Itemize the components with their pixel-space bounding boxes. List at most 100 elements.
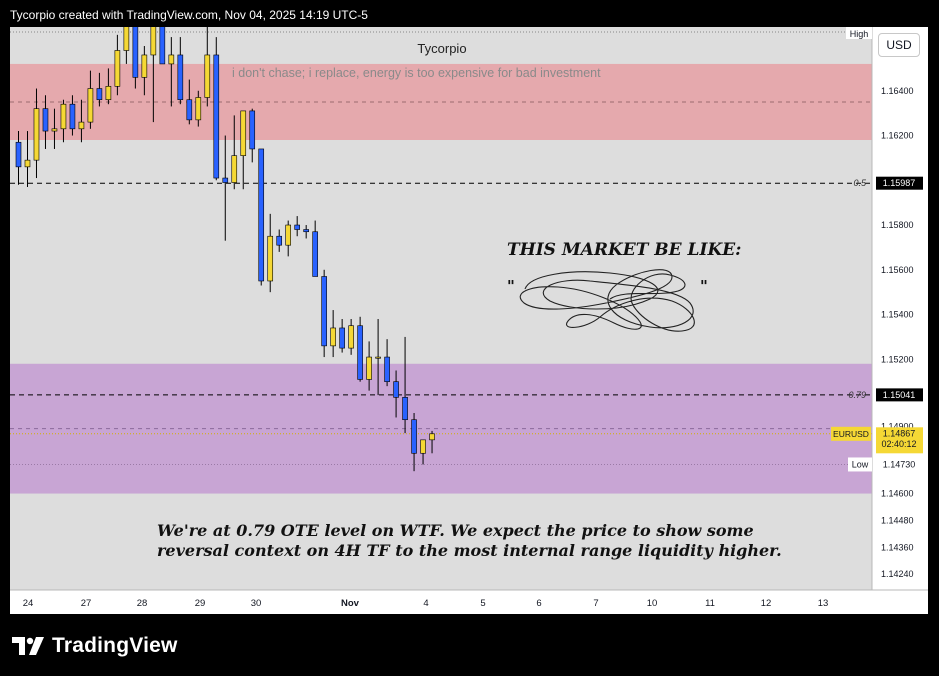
candle[interactable] — [150, 27, 157, 123]
candle[interactable] — [357, 316, 363, 382]
candle[interactable] — [339, 319, 345, 353]
candle[interactable] — [195, 90, 202, 127]
time-tick-label: 7 — [593, 598, 598, 609]
chart-frame[interactable]: 0.5 0.79 Tycorpio i don't chase; i repla… — [10, 27, 928, 614]
candle-body — [375, 356, 381, 359]
candle[interactable] — [303, 225, 309, 239]
price-tick-label: 1.15600 — [881, 265, 914, 275]
candle[interactable] — [330, 310, 336, 358]
candle[interactable] — [249, 108, 256, 163]
currency-button[interactable]: USD — [878, 33, 920, 57]
candle-body — [294, 224, 300, 230]
candle[interactable] — [240, 110, 247, 190]
countdown-label: 02:40:12 — [881, 439, 916, 449]
candle[interactable] — [366, 341, 372, 391]
candle[interactable] — [96, 72, 103, 107]
meme-title: THIS MARKET BE LIKE: — [507, 240, 741, 260]
candle-body — [195, 97, 202, 121]
candle[interactable] — [321, 269, 327, 358]
candle-body — [24, 159, 31, 168]
tradingview-logo[interactable]: TradingView — [12, 634, 178, 658]
price-tick-label: 1.15800 — [881, 220, 914, 230]
author-label: Tycorpio — [417, 41, 466, 56]
candle[interactable] — [420, 439, 426, 465]
time-axis[interactable] — [10, 590, 928, 614]
candle-body — [249, 110, 256, 150]
time-tick-label: 13 — [818, 598, 829, 609]
time-tick-label: 27 — [81, 598, 92, 609]
candle-body — [348, 325, 354, 349]
candle[interactable] — [132, 27, 139, 89]
candle[interactable] — [222, 135, 229, 241]
current-price-badge — [876, 427, 923, 454]
price-axis-ticks: 1.16400 1.16200 1.15800 1.15600 1.15400 1.152… — [881, 86, 914, 579]
price-tick-label: 1.16200 — [881, 131, 914, 141]
candle[interactable] — [105, 68, 112, 105]
candle[interactable] — [78, 99, 85, 143]
price-tick-label: 1.14600 — [881, 489, 914, 499]
candle[interactable] — [402, 336, 408, 434]
candle[interactable] — [312, 220, 318, 277]
candle-body — [321, 276, 327, 347]
candle-body — [303, 229, 309, 233]
candle[interactable] — [51, 108, 58, 149]
candle[interactable] — [276, 229, 283, 252]
candle[interactable] — [393, 370, 399, 418]
candle[interactable] — [69, 95, 76, 136]
price-tick-label: 1.15200 — [881, 354, 914, 364]
candle[interactable] — [375, 319, 381, 396]
fib-0-79-price-badge — [876, 388, 923, 402]
candle[interactable] — [141, 46, 148, 96]
candle[interactable] — [231, 115, 238, 190]
fib-level-0-5-label: 0.5 — [853, 178, 867, 188]
price-tick-label: 1.15400 — [881, 310, 914, 320]
candle[interactable] — [177, 37, 184, 105]
price-tick-label: 1.14240 — [881, 569, 914, 579]
candle[interactable] — [159, 27, 166, 65]
candle[interactable] — [348, 319, 354, 355]
candle[interactable] — [294, 216, 300, 237]
price-tick-label: 1.16400 — [881, 86, 914, 96]
candle-body — [204, 54, 211, 98]
fib-level-0-79-label: 0.79 — [848, 390, 866, 400]
candle[interactable] — [60, 99, 67, 143]
candlestick-series[interactable] — [15, 27, 435, 472]
candle[interactable] — [24, 131, 31, 187]
candle[interactable] — [429, 430, 435, 454]
candle[interactable] — [186, 79, 193, 125]
candle[interactable] — [114, 34, 121, 96]
high-badge-label: High — [850, 29, 869, 39]
time-tick-label: 30 — [251, 598, 262, 609]
candle[interactable] — [384, 339, 390, 387]
candle[interactable] — [168, 37, 175, 107]
candle-body — [114, 50, 121, 87]
candle[interactable] — [15, 131, 22, 185]
candle[interactable] — [87, 70, 94, 129]
demand-zone — [10, 363, 872, 494]
candle[interactable] — [267, 213, 274, 293]
time-tick-label: 6 — [536, 598, 541, 609]
candle-body — [357, 325, 363, 380]
candle-body — [240, 110, 247, 156]
candle[interactable] — [204, 27, 211, 107]
price-tick-label: 1.14480 — [881, 515, 914, 525]
chart-canvas[interactable]: 0.5 0.79 Tycorpio i don't chase; i repla… — [10, 27, 928, 614]
candle[interactable] — [411, 412, 417, 472]
candle[interactable] — [213, 37, 220, 181]
analysis-line-1: We're at 0.79 OTE level on WTF. We expec… — [157, 521, 754, 540]
candle[interactable] — [123, 27, 130, 64]
candle-body — [177, 54, 184, 101]
candle-body — [339, 327, 345, 349]
candle-body — [411, 419, 417, 454]
candle[interactable] — [285, 220, 292, 257]
scribble-drawing[interactable] — [519, 269, 695, 332]
candle[interactable] — [42, 95, 49, 149]
candle-body — [132, 27, 139, 78]
time-tick-label: 28 — [137, 598, 148, 609]
candle[interactable] — [258, 148, 265, 286]
price-axis[interactable] — [872, 27, 928, 590]
candle-body — [60, 103, 67, 130]
time-tick-label: 29 — [195, 598, 206, 609]
candle[interactable] — [33, 88, 40, 179]
candle-body — [159, 27, 166, 65]
